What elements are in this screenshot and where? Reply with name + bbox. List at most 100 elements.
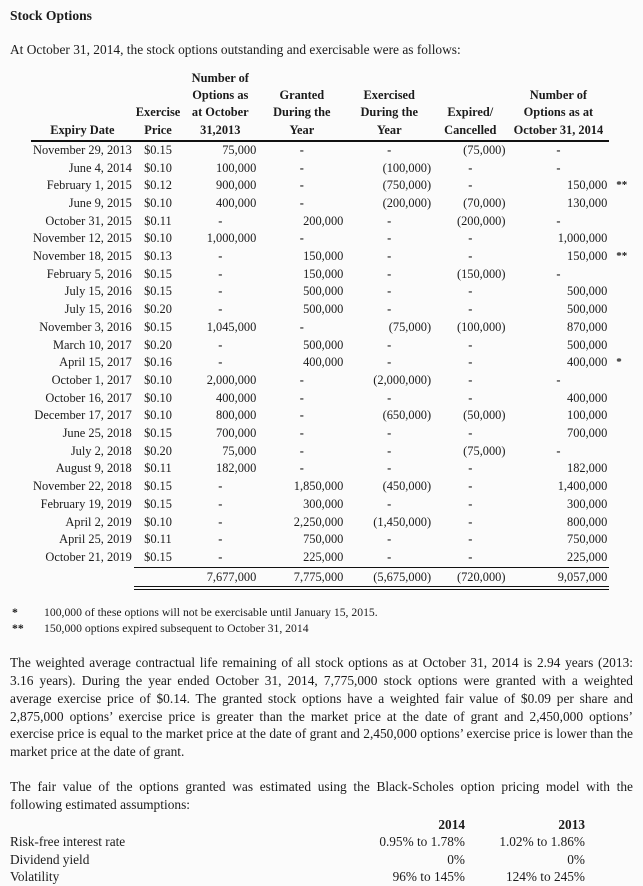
- value-cell: 300,000: [303, 496, 344, 511]
- value-cell: (750,000): [382, 178, 432, 193]
- value-cell: $0.20: [144, 337, 172, 352]
- value-cell: -: [218, 302, 223, 317]
- value-cell: -: [299, 195, 304, 210]
- options-table-body: November 29, 2013 $0.15 75,000- - (75,000) - J…: [31, 141, 633, 591]
- value-cell: -: [299, 160, 304, 175]
- value-cell: 150,000: [567, 249, 608, 264]
- value-cell: -: [218, 532, 223, 547]
- note-cell: [609, 443, 633, 461]
- value-cell: $0.15: [144, 479, 172, 494]
- assumptions-table-body: Risk-free interest rate 0.95% to 1.78% 1.0…: [10, 833, 585, 886]
- options-col-header: Expired/ Cancelled: [433, 70, 508, 142]
- options-col-header: [609, 70, 633, 141]
- assumptions-table: 2014 2013 Risk-free interest rate 0.95% t…: [10, 816, 585, 886]
- value-cell: -: [218, 337, 223, 352]
- expiry-date-cell: April 15, 2017: [59, 355, 132, 370]
- options-row: July 15, 2016 $0.20 - 500,000 - - 500,000: [31, 301, 633, 319]
- options-row: February 1, 2015 $0.12 900,000 - (750,000) - 1…: [31, 177, 633, 195]
- value-cell: 400,000: [567, 355, 608, 370]
- options-row: October 21, 2019 $0.15-225,000- -225,000: [31, 548, 633, 568]
- value-cell: (75,000): [463, 142, 506, 157]
- value-cell: -: [468, 231, 473, 246]
- value-cell: 500,000: [303, 284, 344, 299]
- value-cell: -: [387, 213, 392, 228]
- value-cell: 400,000: [567, 390, 608, 405]
- options-row: June 4, 2014 $0.10 100,000 - (100,000) - -: [31, 160, 633, 178]
- expiry-date-cell: July 15, 2016: [64, 302, 132, 317]
- expiry-date-cell: June 4, 2014: [68, 160, 132, 175]
- expiry-date-cell: November 22, 2018: [33, 479, 132, 494]
- assumption-row: Dividend yield 0% 0%: [10, 851, 585, 869]
- value-cell: 182,000: [216, 461, 257, 476]
- value-cell: 800,000: [567, 514, 608, 529]
- value-cell: 500,000: [303, 302, 344, 317]
- value-cell: (100,000): [456, 319, 506, 334]
- value-cell: -: [468, 532, 473, 547]
- value-cell: $0.11: [144, 532, 172, 547]
- value-cell: -: [299, 231, 304, 246]
- note-cell: **: [616, 179, 628, 192]
- expiry-date-cell: June 9, 2015: [68, 195, 132, 210]
- note-cell: *: [616, 356, 622, 369]
- value-cell: -: [387, 390, 392, 405]
- value-cell: 900,000: [216, 178, 257, 193]
- value-cell: -: [387, 266, 392, 281]
- value-cell: 2,000,000: [206, 372, 257, 387]
- value-cell: $0.10: [144, 195, 172, 210]
- assumption-value-2014: 0%: [447, 851, 465, 867]
- value-cell: $0.11: [144, 461, 172, 476]
- note-cell: [609, 337, 633, 355]
- value-cell: 700,000: [216, 426, 257, 441]
- value-cell: 225,000: [258, 548, 346, 568]
- note-cell: [609, 195, 633, 213]
- value-cell: $0.10: [144, 514, 172, 529]
- value-cell: -: [218, 514, 223, 529]
- total-cell: [31, 567, 134, 588]
- value-cell: -: [387, 231, 392, 246]
- options-row: April 2, 2019 $0.10 - 2,250,000 (1,450,000) -…: [31, 514, 633, 532]
- value-cell: 2,250,000: [293, 514, 344, 529]
- value-cell: -: [218, 266, 223, 281]
- options-row: December 17, 2017 $0.10 800,000 - (650,000) (…: [31, 407, 633, 425]
- value-cell: -: [345, 548, 434, 568]
- value-cell: (150,000): [456, 266, 506, 281]
- options-col-header: Exercised During the Year: [345, 70, 434, 142]
- value-cell: $0.10: [144, 160, 172, 175]
- value-cell: $0.10: [144, 372, 172, 387]
- note-cell: [609, 531, 633, 549]
- value-cell: 150,000: [567, 178, 608, 193]
- value-cell: $0.11: [144, 213, 172, 228]
- options-row: July 15, 2016 $0.15 - 500,000 - - 500,000: [31, 283, 633, 301]
- value-cell: -: [468, 461, 473, 476]
- value-cell: 200,000: [303, 213, 344, 228]
- value-cell: (650,000): [382, 408, 432, 423]
- options-row: April 15, 2017 $0.16 - 400,000 - - 400,000 *: [31, 354, 633, 372]
- value-cell: $0.10: [144, 231, 172, 246]
- intro-text: At October 31, 2014, the stock options o…: [10, 42, 461, 57]
- assumption-label: Risk-free interest rate: [10, 834, 126, 850]
- value-cell: -: [556, 266, 561, 281]
- options-col-header: Number of Options as at October 31, 2014: [507, 70, 610, 142]
- value-cell: -: [387, 142, 392, 157]
- expiry-date-cell: October 21, 2019: [45, 550, 132, 565]
- value-cell: -: [387, 284, 392, 299]
- page-title: Stock Options: [10, 8, 92, 23]
- value-cell: 870,000: [567, 319, 608, 334]
- value-cell: -: [387, 337, 392, 352]
- value-cell: 1,000,000: [557, 231, 608, 246]
- note-cell: [609, 460, 633, 478]
- value-cell: 500,000: [567, 302, 608, 317]
- value-cell: $0.10: [144, 408, 172, 423]
- value-cell: -: [556, 142, 561, 157]
- assumptions-table-head: 2014 2013: [10, 816, 585, 834]
- value-cell: -: [218, 479, 223, 494]
- assumptions-header-row: 2014 2013: [10, 816, 585, 834]
- value-cell: 150,000: [303, 266, 344, 281]
- total-cell: 7,677,000: [182, 567, 259, 591]
- note-cell: [609, 549, 633, 567]
- value-cell: 500,000: [567, 284, 608, 299]
- value-cell: -: [468, 302, 473, 317]
- options-header-row: Expiry Date Exercise Price Number of Optio…: [31, 70, 633, 142]
- value-cell: 225,000: [507, 548, 610, 568]
